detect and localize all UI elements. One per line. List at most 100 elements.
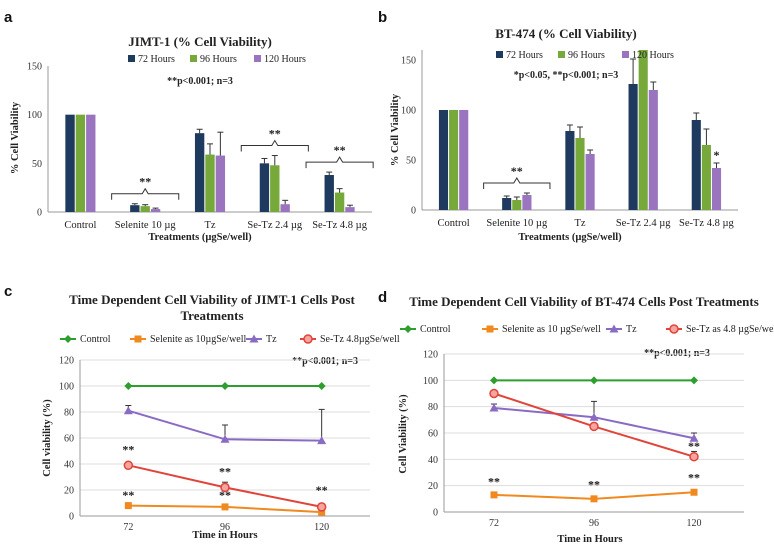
bar <box>75 114 86 212</box>
y-axis-label: Cell viability (%) <box>42 399 53 477</box>
x-tick-label: 96 <box>220 522 230 533</box>
bar <box>150 209 161 212</box>
bar <box>130 205 140 212</box>
significance-stars: ** <box>688 439 700 453</box>
marker-circle <box>220 482 230 493</box>
significance-bracket <box>240 139 309 152</box>
legend-swatch <box>190 55 197 62</box>
bar <box>691 120 701 210</box>
bar <box>502 198 512 210</box>
bar <box>575 138 585 210</box>
legend-swatch <box>254 55 261 62</box>
legend-label: Control <box>420 324 451 335</box>
x-tick-label: 120 <box>687 518 702 529</box>
marker-triangle <box>489 403 499 412</box>
x-tick-label: 72 <box>123 522 133 533</box>
marker-circle <box>669 324 679 334</box>
marker-square <box>318 508 326 516</box>
significance-stars: ** <box>588 477 600 491</box>
significance-bracket <box>305 156 374 169</box>
category-label: Control <box>438 218 470 229</box>
x-axis-label: Treatments (µgSe/well) <box>518 232 622 243</box>
marker-diamond <box>404 325 412 333</box>
legend-label: 96 Hours <box>200 54 237 65</box>
bar <box>711 168 722 210</box>
y-tick-label: 40 <box>64 460 74 471</box>
bar <box>648 90 658 210</box>
bar <box>522 195 532 210</box>
legend-label: 120 Hours <box>264 54 306 65</box>
bar <box>565 131 575 210</box>
y-axis-label: Cell Viability (%) <box>398 394 409 474</box>
y-tick-label: 20 <box>428 481 438 492</box>
panel-label: b <box>378 9 387 26</box>
marker-circle <box>303 334 313 344</box>
legend-swatch <box>128 55 135 62</box>
bar <box>259 163 270 212</box>
x-axis-label: Treatments (µgSe/well) <box>148 232 252 243</box>
legend-swatch <box>622 51 629 58</box>
y-tick-label: 60 <box>64 434 74 445</box>
legend-label: 72 Hours <box>506 50 543 61</box>
significance-stars: * <box>714 148 720 162</box>
significance-stars: ** <box>122 443 134 457</box>
marker-diamond <box>590 376 598 385</box>
x-axis-label: Time in Hours <box>557 534 622 545</box>
legend-label: Selenite as 10 µgSe/well <box>502 324 601 335</box>
panel-label: c <box>4 283 12 300</box>
significance-stars: ** <box>688 471 700 485</box>
chart-title: BT-474 (% Cell Viability) <box>495 26 636 41</box>
marker-square <box>124 502 132 510</box>
bar <box>215 155 226 212</box>
y-tick-label: 100 <box>27 110 42 121</box>
y-tick-label: 60 <box>428 429 438 440</box>
bar <box>65 114 75 212</box>
y-tick-label: 80 <box>64 408 74 419</box>
significance-note: **p<0.001; n=3 <box>292 356 358 367</box>
y-tick-label: 50 <box>32 159 42 170</box>
legend-label: 120 Hours <box>632 50 674 61</box>
panel-label: d <box>378 289 387 306</box>
significance-note: *p<0.05, **p<0.001; n=3 <box>514 70 619 81</box>
marker-diamond <box>64 335 72 343</box>
chart-title: Treatments <box>180 308 243 323</box>
legend-label: Tz <box>266 334 277 345</box>
chart-title: JIMT-1 (% Cell Viability) <box>128 34 272 49</box>
x-axis-label: Time in Hours <box>192 530 257 541</box>
y-tick-label: 120 <box>423 350 438 361</box>
bar <box>86 114 96 212</box>
panel-label: a <box>4 9 13 26</box>
y-tick-label: 0 <box>69 512 74 523</box>
marker-square <box>486 325 494 333</box>
bar <box>701 145 711 210</box>
marker-diamond <box>221 382 229 390</box>
x-tick-label: 96 <box>589 518 599 529</box>
category-label: Tz <box>574 218 585 229</box>
bar <box>438 110 449 210</box>
y-tick-label: 40 <box>428 455 438 466</box>
marker-circle <box>489 388 499 399</box>
chart-title: Time Dependent Cell Viability of JIMT-1 … <box>69 292 355 307</box>
y-tick-label: 0 <box>411 206 416 217</box>
legend-swatch <box>558 51 565 58</box>
y-tick-label: 120 <box>59 356 74 367</box>
category-label: Se-Tz 2.4 µg <box>616 218 671 229</box>
marker-triangle <box>123 406 133 415</box>
category-label: Selenite 10 µg <box>115 220 177 231</box>
bar <box>334 192 345 212</box>
legend-label: 96 Hours <box>568 50 605 61</box>
bar <box>638 50 648 210</box>
significance-stars: ** <box>488 475 500 489</box>
category-label: Se-Tz 4.8 µg <box>312 220 367 231</box>
marker-square <box>590 495 598 503</box>
marker-triangle <box>689 433 699 442</box>
bar <box>512 200 522 210</box>
marker-triangle <box>249 334 259 343</box>
y-tick-label: 150 <box>401 56 416 67</box>
x-tick-label: 72 <box>489 518 499 529</box>
y-tick-label: 80 <box>428 402 438 413</box>
legend-label: Se-Tz as 4.8 µgSe/well <box>686 324 774 335</box>
marker-triangle <box>317 436 327 445</box>
legend-swatch <box>496 51 503 58</box>
